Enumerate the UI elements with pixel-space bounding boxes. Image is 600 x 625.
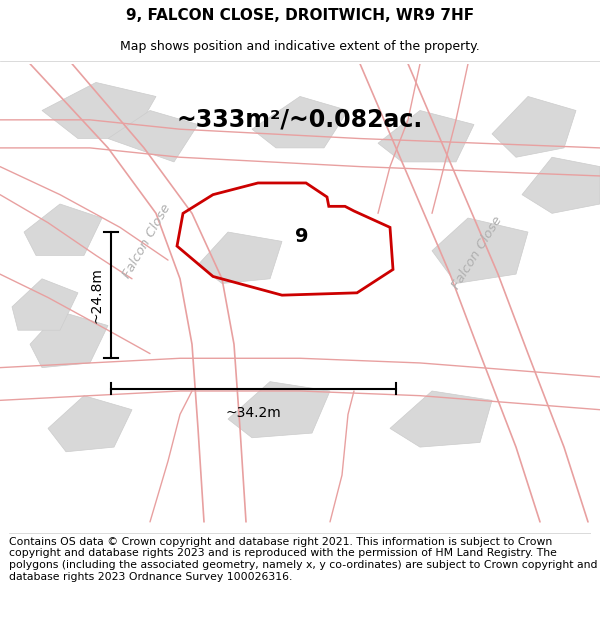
Polygon shape <box>42 82 156 139</box>
Polygon shape <box>378 111 474 162</box>
Text: Falcon Close: Falcon Close <box>121 202 173 281</box>
Polygon shape <box>30 311 108 368</box>
Polygon shape <box>12 279 78 330</box>
Text: ~333m²/~0.082ac.: ~333m²/~0.082ac. <box>177 108 423 132</box>
Polygon shape <box>390 391 492 447</box>
Polygon shape <box>198 232 282 284</box>
Polygon shape <box>48 396 132 452</box>
Text: Contains OS data © Crown copyright and database right 2021. This information is : Contains OS data © Crown copyright and d… <box>9 537 598 582</box>
Polygon shape <box>252 96 348 148</box>
Polygon shape <box>432 218 528 284</box>
Text: Falcon Close: Falcon Close <box>449 214 505 292</box>
Polygon shape <box>522 158 600 213</box>
Text: Map shows position and indicative extent of the property.: Map shows position and indicative extent… <box>120 41 480 53</box>
Text: ~24.8m: ~24.8m <box>89 268 103 323</box>
Polygon shape <box>108 111 198 162</box>
Text: 9, FALCON CLOSE, DROITWICH, WR9 7HF: 9, FALCON CLOSE, DROITWICH, WR9 7HF <box>126 8 474 23</box>
Text: ~34.2m: ~34.2m <box>226 406 281 421</box>
Polygon shape <box>492 96 576 158</box>
Polygon shape <box>24 204 102 256</box>
Polygon shape <box>228 382 330 438</box>
Text: 9: 9 <box>295 227 308 246</box>
